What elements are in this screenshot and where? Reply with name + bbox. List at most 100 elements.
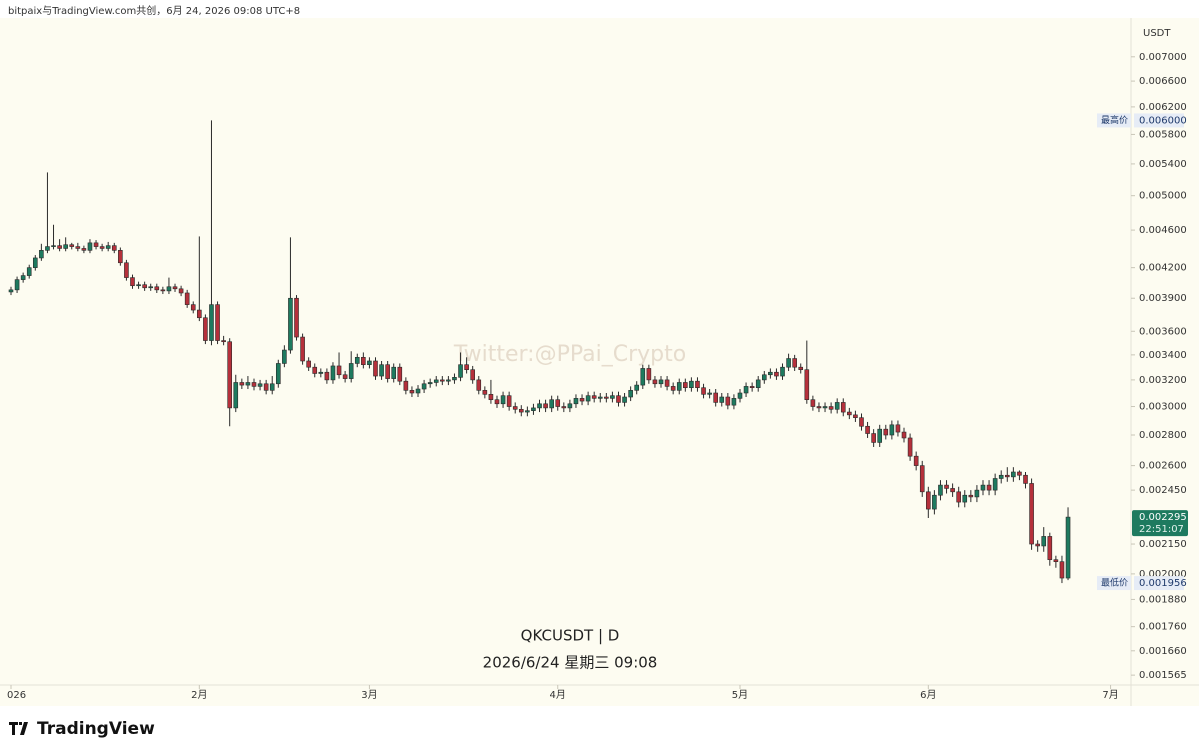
x-tick-label: 4月 xyxy=(550,689,566,701)
candle-body xyxy=(93,242,99,247)
candle-body xyxy=(397,366,403,382)
y-tick-label: 0.004200 xyxy=(1139,263,1187,274)
candle-body xyxy=(604,396,609,399)
candle-body xyxy=(336,365,342,376)
candle-body xyxy=(616,395,621,403)
candle-body xyxy=(719,396,725,403)
candle-body xyxy=(567,403,573,409)
candle-body xyxy=(99,246,105,249)
candle-body xyxy=(300,336,305,362)
candle-body xyxy=(51,245,56,247)
candle-body xyxy=(1059,561,1065,579)
candle-body xyxy=(427,382,433,385)
x-tick-label: 3月 xyxy=(361,689,377,701)
candle-body xyxy=(239,382,245,386)
candle-body xyxy=(610,395,615,399)
y-tick-label: 0.002000 xyxy=(1139,569,1187,580)
candle-body xyxy=(81,248,87,251)
candle-body xyxy=(907,437,913,457)
candle-body xyxy=(597,396,603,399)
currency: USDT xyxy=(1143,28,1171,39)
candle-body xyxy=(512,406,518,410)
candle-body xyxy=(409,390,415,394)
candle-body xyxy=(622,396,627,403)
candle-body xyxy=(324,371,330,381)
candle-body xyxy=(221,340,226,343)
candle-body xyxy=(263,383,269,391)
candle-body xyxy=(707,392,712,395)
candle-body xyxy=(8,289,14,293)
candle-body xyxy=(367,360,372,365)
candle-body xyxy=(1011,471,1016,478)
candle-body xyxy=(178,288,184,294)
candle-body xyxy=(901,431,907,439)
candle-body xyxy=(591,395,597,399)
logo: TradingView xyxy=(9,719,155,739)
candle-body xyxy=(245,382,251,386)
y-tick-label: 0.003400 xyxy=(1139,350,1187,361)
y-tick-label: 0.003000 xyxy=(1139,402,1187,413)
candle-body xyxy=(585,395,591,402)
y-tick-label: 0.003200 xyxy=(1139,375,1187,386)
candle-body xyxy=(889,424,895,436)
candle-body xyxy=(166,286,172,292)
candle-body xyxy=(251,382,257,387)
candle-body xyxy=(561,406,567,409)
candle-body xyxy=(312,366,318,374)
candle-body xyxy=(318,371,324,374)
y-tick-label: 0.001565 xyxy=(1139,670,1187,681)
candle-body xyxy=(130,277,135,287)
candle-body xyxy=(354,357,360,364)
candle-body xyxy=(440,379,445,382)
candle-body xyxy=(828,406,834,410)
candle-body xyxy=(913,455,919,466)
candle-body xyxy=(992,478,998,491)
candle-body xyxy=(518,408,524,413)
candle-body xyxy=(877,428,883,443)
candle-body xyxy=(1004,474,1010,478)
candle-body xyxy=(227,341,232,409)
y-tick-label: 0.005000 xyxy=(1139,191,1187,202)
candle-body xyxy=(780,366,785,377)
y-tick-label: 0.003600 xyxy=(1139,326,1187,337)
candle-body xyxy=(725,396,731,406)
candle-body xyxy=(573,398,579,405)
candle-body xyxy=(743,386,749,394)
date-label: 2026/6/24 星期三 09:08 xyxy=(483,654,658,672)
candle-body xyxy=(895,424,901,433)
candle-body xyxy=(859,417,864,427)
candle-body xyxy=(148,286,154,289)
low-marker-box xyxy=(1134,576,1184,591)
candle-body xyxy=(32,257,38,268)
candle-body xyxy=(962,494,968,503)
candle-body xyxy=(761,374,767,381)
logo-text: TradingView xyxy=(37,719,155,739)
high-marker-box xyxy=(1134,113,1184,128)
y-tick-label: 0.006200 xyxy=(1139,102,1187,113)
x-tick-label: 6月 xyxy=(920,689,936,701)
candle-body xyxy=(421,383,427,390)
candle-body xyxy=(834,402,840,410)
last-price-box xyxy=(1132,510,1188,537)
candle-body xyxy=(446,379,451,382)
candle-body xyxy=(452,377,457,381)
candle-body xyxy=(689,380,694,389)
candle-body xyxy=(294,297,299,338)
candle-body xyxy=(974,489,980,498)
candle-body xyxy=(476,379,482,391)
y-tick-label: 0.002450 xyxy=(1139,485,1187,496)
candle-body xyxy=(233,382,239,409)
candle-body xyxy=(39,250,44,259)
candle-body xyxy=(142,284,147,289)
candle-body xyxy=(136,284,141,287)
candle-body xyxy=(500,395,506,405)
candle-body xyxy=(646,368,652,381)
y-tick-label: 0.006600 xyxy=(1139,76,1187,87)
candle-body xyxy=(118,250,123,264)
candle-body xyxy=(968,494,974,498)
candle-body xyxy=(1053,559,1059,562)
candle-body xyxy=(1023,474,1028,484)
y-tick-label: 0.003900 xyxy=(1139,293,1187,304)
candle-body xyxy=(883,428,889,436)
